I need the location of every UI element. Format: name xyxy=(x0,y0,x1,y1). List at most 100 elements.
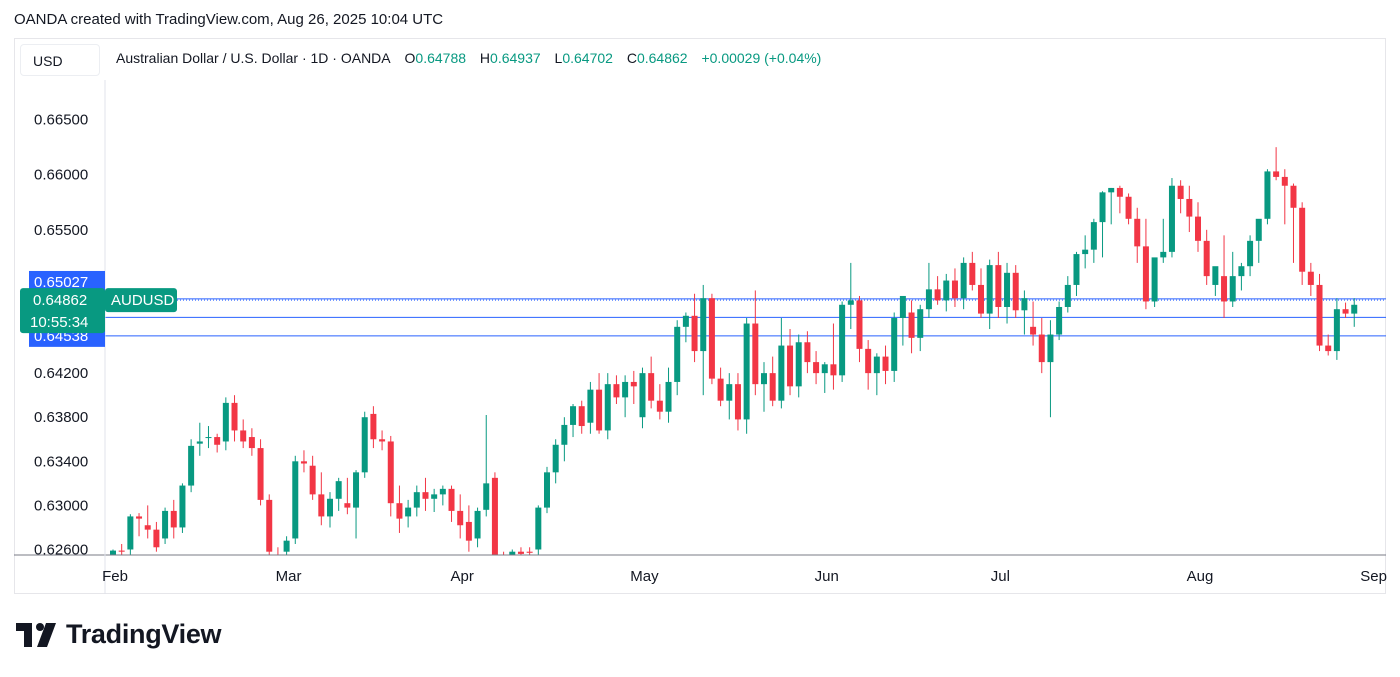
candle-up[interactable] xyxy=(127,516,134,550)
candle-up[interactable] xyxy=(1056,306,1063,335)
candle-up[interactable] xyxy=(1108,187,1115,193)
candle-up[interactable] xyxy=(587,389,594,423)
candle-down[interactable] xyxy=(491,477,498,555)
candle-up[interactable] xyxy=(1082,249,1089,255)
candle-up[interactable] xyxy=(431,494,438,499)
candle-down[interactable] xyxy=(1142,246,1149,302)
candle-down[interactable] xyxy=(578,406,585,427)
candle-up[interactable] xyxy=(179,485,186,528)
candle-down[interactable] xyxy=(170,510,177,528)
candle-down[interactable] xyxy=(266,499,273,552)
candle-up[interactable] xyxy=(535,507,542,550)
candle-up[interactable] xyxy=(1160,251,1167,258)
candle-down[interactable] xyxy=(370,413,377,440)
candle-down[interactable] xyxy=(1342,309,1349,314)
candle-up[interactable] xyxy=(960,262,967,299)
candle-down[interactable] xyxy=(379,439,386,442)
candle-down[interactable] xyxy=(1116,187,1123,197)
candle-down[interactable] xyxy=(396,503,403,519)
candle-down[interactable] xyxy=(136,516,143,519)
candle-up[interactable] xyxy=(1229,276,1236,302)
candle-up[interactable] xyxy=(917,309,924,338)
candle-up[interactable] xyxy=(986,265,993,314)
candle-down[interactable] xyxy=(648,373,655,401)
candle-up[interactable] xyxy=(110,550,116,555)
candle-down[interactable] xyxy=(1281,176,1288,186)
candle-up[interactable] xyxy=(925,289,932,310)
candle-down[interactable] xyxy=(630,381,637,387)
candle-down[interactable] xyxy=(422,492,429,499)
candle-down[interactable] xyxy=(214,437,221,445)
candle-down[interactable] xyxy=(804,342,811,363)
candle-down[interactable] xyxy=(1186,198,1193,217)
candle-up[interactable] xyxy=(205,437,212,439)
candle-up[interactable] xyxy=(561,424,568,445)
candle-down[interactable] xyxy=(1221,276,1228,302)
price-level-badge[interactable] xyxy=(29,270,105,293)
candle-up[interactable] xyxy=(899,295,906,319)
candle-up[interactable] xyxy=(795,342,802,387)
symbol-tag[interactable] xyxy=(105,288,177,313)
candle-down[interactable] xyxy=(318,494,325,517)
candle-up[interactable] xyxy=(604,384,611,431)
candle-down[interactable] xyxy=(856,300,863,349)
candle-up[interactable] xyxy=(839,304,846,376)
candle-up[interactable] xyxy=(1047,334,1054,363)
symbol-title[interactable]: Australian Dollar / U.S. Dollar · 1D · O… xyxy=(116,50,391,66)
candle-down[interactable] xyxy=(613,384,620,398)
candle-up[interactable] xyxy=(552,444,559,473)
candle-up[interactable] xyxy=(1333,309,1340,352)
candle-up[interactable] xyxy=(1099,192,1106,223)
candle-down[interactable] xyxy=(1273,171,1280,177)
candle-down[interactable] xyxy=(908,312,915,338)
candle-down[interactable] xyxy=(1316,284,1323,346)
candle-down[interactable] xyxy=(257,448,264,500)
candle-up[interactable] xyxy=(283,540,290,552)
tradingview-logo[interactable]: TradingView xyxy=(16,619,222,650)
candle-down[interactable] xyxy=(656,400,663,412)
candle-up[interactable] xyxy=(743,323,750,420)
candle-up[interactable] xyxy=(1151,257,1158,302)
candle-down[interactable] xyxy=(1307,271,1314,285)
candle-down[interactable] xyxy=(813,362,820,374)
candle-down[interactable] xyxy=(787,345,794,387)
candle-down[interactable] xyxy=(1290,185,1297,208)
candle-up[interactable] xyxy=(1064,284,1071,307)
candle-up[interactable] xyxy=(327,498,333,517)
candle-up[interactable] xyxy=(439,488,446,495)
candle-up[interactable] xyxy=(726,384,733,401)
candle-down[interactable] xyxy=(517,551,524,554)
candle-up[interactable] xyxy=(761,373,767,385)
candle-down[interactable] xyxy=(691,315,698,352)
candle-up[interactable] xyxy=(622,381,629,398)
candle-up[interactable] xyxy=(1247,240,1254,267)
candle-down[interactable] xyxy=(457,510,464,526)
candle-up[interactable] xyxy=(674,326,681,382)
candle-down[interactable] xyxy=(995,265,1002,307)
candle-down[interactable] xyxy=(769,373,776,401)
candle-down[interactable] xyxy=(248,437,255,449)
candle-up[interactable] xyxy=(847,300,854,305)
candle-down[interactable] xyxy=(865,348,872,374)
candle-up[interactable] xyxy=(1021,298,1028,311)
candle-up[interactable] xyxy=(544,472,550,508)
candle-up[interactable] xyxy=(821,364,828,374)
candle-down[interactable] xyxy=(934,289,941,301)
candle-down[interactable] xyxy=(951,280,958,299)
candle-up[interactable] xyxy=(188,445,195,486)
candle-down[interactable] xyxy=(882,356,889,371)
candle-up[interactable] xyxy=(570,406,577,425)
candle-up[interactable] xyxy=(1255,218,1262,241)
candle-down[interactable] xyxy=(448,488,455,511)
candle-down[interactable] xyxy=(1038,334,1045,363)
candle-up[interactable] xyxy=(1004,272,1011,307)
candle-up[interactable] xyxy=(873,356,880,374)
candle-up[interactable] xyxy=(196,441,203,444)
candle-down[interactable] xyxy=(1325,345,1332,352)
candle-up[interactable] xyxy=(335,481,342,499)
candle-down[interactable] xyxy=(309,465,316,495)
candle-down[interactable] xyxy=(596,389,603,431)
candle-up[interactable] xyxy=(1168,185,1175,252)
candle-down[interactable] xyxy=(465,521,472,541)
